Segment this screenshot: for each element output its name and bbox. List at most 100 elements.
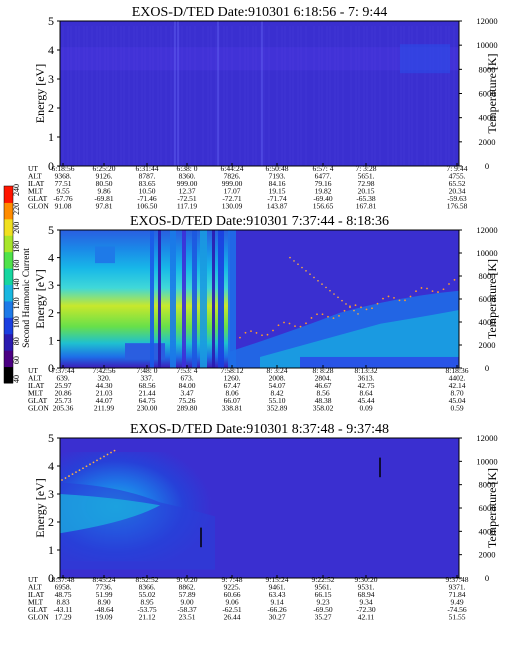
chart-title: EXOS-D/TED Date:910301 8:37:48 - 9:37:48 (130, 422, 389, 437)
table-cell: 7736. (96, 583, 113, 592)
table-cell: 8.56 (316, 389, 329, 398)
table-cell: 57.89 (179, 590, 196, 599)
table-cell: 71.84 (449, 590, 466, 599)
row-label-ilat: ILAT (28, 179, 45, 188)
table-cell: 25.73 (55, 396, 72, 405)
colorbar-swatch (4, 202, 13, 220)
y2-axis-label: Temperature [K] (485, 53, 499, 133)
table-cell: 48.75 (55, 590, 72, 599)
row-label-ut: UT (28, 164, 38, 173)
table-cell: -62.51 (222, 605, 242, 614)
table-cell: 7826. (224, 172, 241, 181)
y-tick-label: 3 (48, 72, 54, 86)
table-cell: 143.87 (267, 202, 288, 211)
table-cell: 9.00 (180, 598, 193, 607)
table-cell: 9.06 (225, 598, 238, 607)
table-cell: 35.27 (315, 613, 332, 622)
table-cell: 42.75 (358, 381, 375, 390)
colorbar-tick-label: 120 (12, 297, 21, 309)
y2-tick-label: 10000 (476, 40, 497, 50)
table-cell: 0.59 (450, 404, 463, 413)
colorbar-tick-label: 60 (12, 356, 21, 364)
y-tick-label: 1 (48, 543, 54, 557)
table-cell: 68.56 (139, 381, 156, 390)
table-cell: 1260. (224, 374, 241, 383)
y-tick-label: 1 (48, 130, 54, 144)
table-cell: -69.40 (313, 194, 333, 203)
heatmap-texture (59, 21, 459, 166)
y-tick-label: 5 (48, 431, 54, 445)
table-cell: -48.64 (94, 605, 114, 614)
table-cell: 9.14 (270, 598, 283, 607)
colorbar-swatch (4, 284, 13, 302)
table-cell: 8: 3:24 (266, 366, 287, 375)
y-axis-label: Energy [eV] (33, 478, 47, 537)
y2-tick-label: 2000 (479, 137, 496, 147)
table-cell: 84.16 (269, 179, 286, 188)
colorbar-tick-label: 220 (12, 203, 21, 215)
y2-tick-label: 10000 (476, 248, 497, 258)
table-cell: 10.50 (139, 187, 156, 196)
colorbar-tick-label: 240 (12, 184, 21, 196)
y2-tick-label: 6000 (479, 89, 496, 99)
table-cell: 2008. (269, 374, 286, 383)
y2-tick-label: 8000 (479, 64, 496, 74)
table-cell: 9371. (449, 583, 466, 592)
table-cell: 79.16 (315, 179, 332, 188)
table-cell: 9561. (315, 583, 332, 592)
table-cell: -71.46 (137, 194, 157, 203)
row-label-glat: GLAT (28, 194, 48, 203)
table-cell: 9.49 (450, 598, 463, 607)
table-cell: 9: 7:48 (221, 575, 242, 584)
table-cell: 77.51 (55, 179, 72, 188)
table-cell: 167.81 (356, 202, 377, 211)
table-cell: 45.44 (358, 396, 375, 405)
y2-tick-label: 4000 (479, 113, 496, 123)
table-cell: 46.67 (315, 381, 332, 390)
colorbar-swatch (4, 317, 13, 335)
y2-tick-label: 0 (485, 363, 489, 373)
table-cell: 42.11 (358, 613, 375, 622)
table-cell: 21.03 (96, 389, 113, 398)
table-cell: 9225. (224, 583, 241, 592)
y2-tick-label: 10000 (476, 456, 497, 466)
table-cell: 84.00 (179, 381, 196, 390)
table-cell: 999.00 (222, 179, 243, 188)
table-cell: 20.86 (55, 389, 72, 398)
table-cell: 6:25:20 (93, 164, 116, 173)
table-cell: 51.99 (96, 590, 113, 599)
table-cell: 6:18:56 (52, 164, 75, 173)
table-cell: 4402. (449, 374, 466, 383)
table-cell: 106.50 (137, 202, 158, 211)
table-cell: 91.08 (55, 202, 72, 211)
table-cell: 83.65 (139, 179, 156, 188)
colorbar-tick-label: 140 (12, 279, 21, 291)
chart-panel-2: EXOS-D/TED Date:910301 7:37:44 - 8:18:36… (28, 214, 499, 413)
table-cell: 8.83 (56, 598, 69, 607)
table-cell: 44.30 (96, 381, 113, 390)
table-cell: 9461. (269, 583, 286, 592)
table-cell: 156.65 (313, 202, 334, 211)
table-cell: 6958. (55, 583, 72, 592)
colorbar-tick-label: 200 (12, 222, 21, 234)
table-cell: 117.19 (177, 202, 198, 211)
row-label-ut: UT (28, 575, 38, 584)
table-cell: 8.64 (359, 389, 372, 398)
colorbar-swatch (4, 235, 13, 253)
y2-tick-label: 12000 (476, 225, 497, 235)
table-cell: 358.02 (313, 404, 334, 413)
y-tick-label: 3 (48, 487, 54, 501)
table-cell: 17.07 (224, 187, 241, 196)
row-label-alt: ALT (28, 172, 42, 181)
table-cell: 2804. (315, 374, 332, 383)
table-cell: 26.44 (224, 613, 241, 622)
colorbar-tick-label: 80 (12, 337, 21, 345)
table-cell: 5651. (358, 172, 375, 181)
table-cell: 9.86 (97, 187, 110, 196)
colorbar-swatch (4, 300, 13, 318)
table-cell: 9:22:52 (312, 575, 335, 584)
table-cell: 0.09 (359, 404, 372, 413)
table-cell: 8:37:48 (52, 575, 75, 584)
table-cell: -69.81 (94, 194, 114, 203)
